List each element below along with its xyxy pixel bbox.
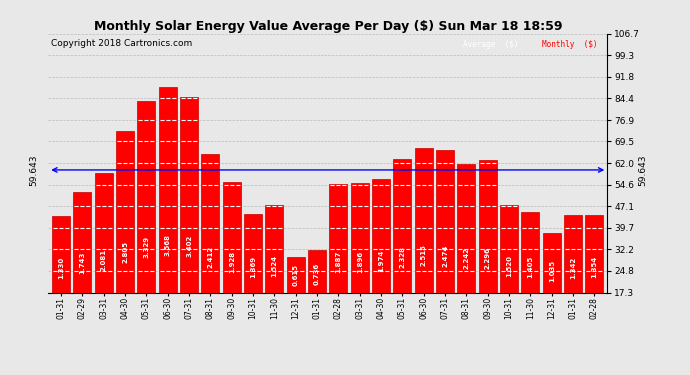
Bar [500,205,518,292]
Bar [159,87,177,292]
Text: 2.328: 2.328 [400,246,406,268]
Text: 1.354: 1.354 [591,256,598,279]
Text: 1.520: 1.520 [506,255,512,277]
Bar [415,148,433,292]
Text: 2.515: 2.515 [421,244,426,267]
Bar [393,159,411,292]
Text: 2.412: 2.412 [208,245,213,267]
Bar [542,233,561,292]
Bar [286,257,305,292]
Text: 2.242: 2.242 [464,247,469,269]
Text: 1.743: 1.743 [79,252,86,274]
Text: 1.330: 1.330 [58,256,64,279]
Bar [116,131,134,292]
Title: Monthly Solar Energy Value Average Per Day ($) Sun Mar 18 18:59: Monthly Solar Energy Value Average Per D… [94,20,562,33]
Bar [73,192,92,292]
Text: 0.615: 0.615 [293,264,299,286]
Text: 2.296: 2.296 [485,247,491,269]
Text: 1.035: 1.035 [549,260,555,282]
Text: 1.342: 1.342 [570,256,576,279]
Text: 1.887: 1.887 [335,251,342,273]
Text: 1.974: 1.974 [378,250,384,272]
Text: 1.405: 1.405 [527,256,533,278]
Bar [479,160,497,292]
Text: 1.524: 1.524 [271,255,277,277]
Bar [351,183,369,292]
Bar [52,216,70,292]
Bar [522,212,540,292]
Text: 1.896: 1.896 [357,251,363,273]
Text: 3.329: 3.329 [144,236,150,258]
Text: Copyright 2018 Cartronics.com: Copyright 2018 Cartronics.com [51,39,193,48]
Text: 3.568: 3.568 [165,234,170,256]
Bar [201,154,219,292]
Bar [564,215,582,292]
Bar [329,184,348,292]
Bar [95,173,113,292]
Text: 3.402: 3.402 [186,235,192,257]
Bar [244,214,262,292]
Bar [137,101,155,292]
Bar [585,214,604,292]
Bar [457,164,475,292]
Text: 59.643: 59.643 [29,154,38,186]
Bar [180,97,198,292]
Text: 1.369: 1.369 [250,256,256,278]
Text: 1.928: 1.928 [229,251,235,273]
Text: 0.736: 0.736 [314,263,320,285]
Bar [266,205,284,292]
Bar [308,250,326,292]
Bar [372,179,390,292]
Bar [223,182,241,292]
Text: 2.805: 2.805 [122,242,128,264]
Text: 59.643: 59.643 [638,154,647,186]
Text: Average  ($): Average ($) [462,40,518,49]
Text: Monthly  ($): Monthly ($) [542,40,597,49]
Text: 2.474: 2.474 [442,244,448,267]
Text: 2.081: 2.081 [101,249,107,271]
Bar [436,150,454,292]
